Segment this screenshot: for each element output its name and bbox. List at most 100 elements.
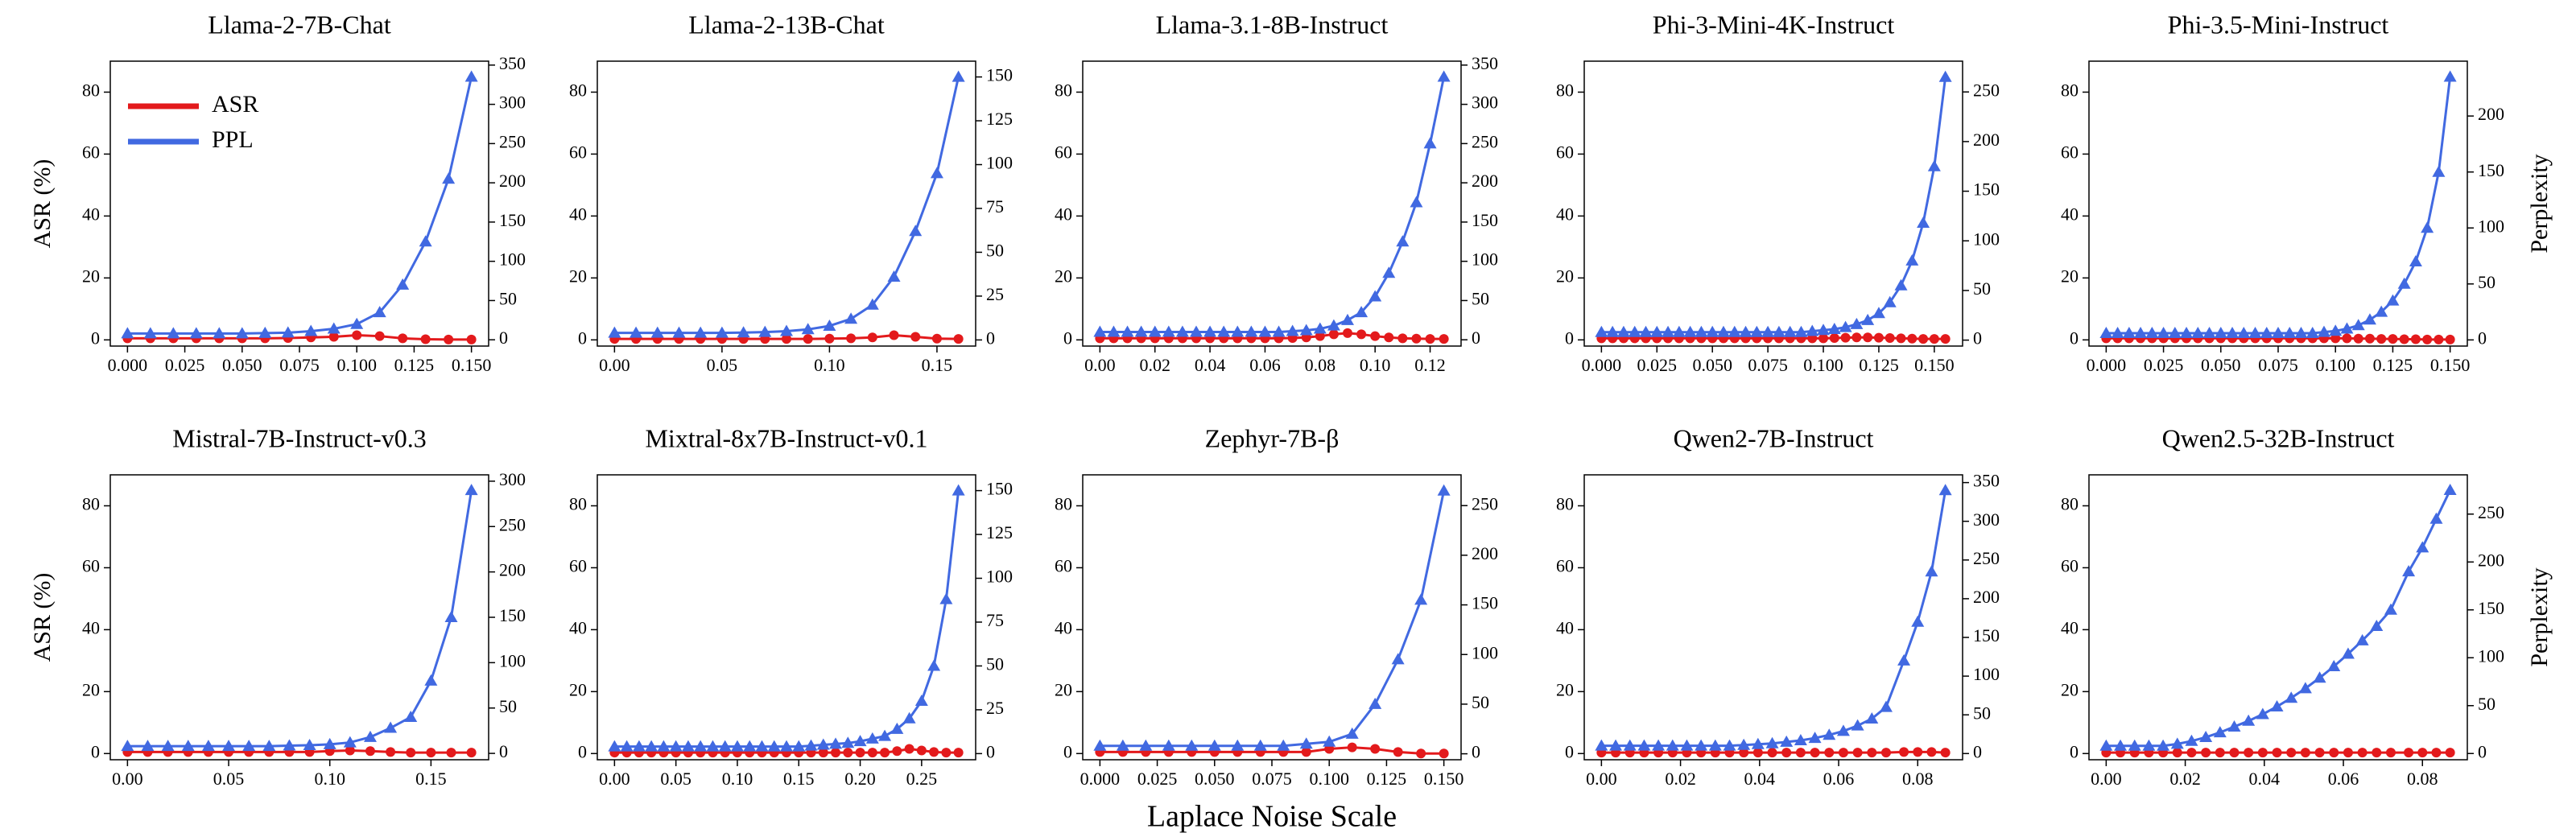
y-tick-label: 20 — [2061, 266, 2079, 286]
x-tick-label: 0.00 — [112, 769, 143, 789]
ppl-marker — [1827, 323, 1841, 335]
y2-tick-label: 50 — [1472, 692, 1489, 712]
y2-tick-label: 150 — [2478, 598, 2504, 618]
ppl-marker — [161, 740, 175, 752]
ppl-marker — [865, 298, 879, 310]
ppl-marker — [2443, 70, 2457, 82]
asr-marker — [2385, 748, 2396, 758]
ppl-marker — [1680, 739, 1694, 751]
ppl-marker — [1662, 325, 1675, 337]
ppl-marker — [909, 225, 923, 237]
y2-tick-label: 100 — [499, 249, 526, 270]
ppl-marker — [2351, 319, 2365, 331]
y-tick-label: 40 — [82, 617, 100, 637]
ppl-marker — [2170, 737, 2184, 749]
ppl-marker — [1368, 697, 1382, 709]
x-tick-label: 0.02 — [1665, 769, 1696, 789]
asr-marker — [1926, 747, 1937, 757]
ppl-marker — [1628, 325, 1641, 337]
x-tick-label: 0.02 — [2169, 769, 2201, 789]
asr-marker — [803, 334, 813, 344]
ppl-marker — [424, 674, 438, 686]
y2-tick-label: 0 — [1973, 328, 1982, 348]
asr-marker — [1752, 748, 1763, 758]
y2-tick-label: 150 — [1472, 593, 1498, 613]
ppl-marker — [2341, 647, 2355, 659]
x-tick-label: 0.08 — [1902, 769, 1934, 789]
ppl-marker — [1245, 325, 1258, 337]
ppl-marker — [1272, 325, 1286, 337]
ppl-marker — [2157, 739, 2170, 751]
asr-marker — [904, 744, 914, 754]
x-tick-label: 0.02 — [1139, 355, 1170, 375]
asr-marker — [365, 746, 375, 757]
chart-title: Mistral-7B-Instruct-v0.3 — [172, 423, 427, 452]
ppl-marker — [189, 327, 203, 339]
ppl-marker — [2114, 739, 2128, 751]
ppl-marker — [2168, 327, 2182, 339]
asr-marker — [2410, 334, 2421, 344]
y2-tick-label: 150 — [1472, 210, 1498, 230]
series-line — [2106, 76, 2452, 335]
asr-marker — [889, 330, 899, 340]
x-tick-label: 0.04 — [1195, 355, 1226, 375]
y2-tick-label: 150 — [499, 605, 526, 625]
x-tick-label: 0.05 — [213, 769, 245, 789]
y2-tick-label: 350 — [1472, 53, 1498, 73]
ppl-marker — [201, 740, 215, 752]
y2-tick-label: 50 — [2478, 272, 2496, 292]
ppl-marker — [2237, 327, 2251, 339]
y2-tick-label: 150 — [1973, 625, 2000, 645]
asr-marker — [2300, 748, 2310, 758]
ppl-marker — [1865, 712, 1879, 724]
asr-marker — [1840, 332, 1851, 343]
ppl-marker — [645, 740, 658, 752]
ppl-marker — [878, 729, 892, 741]
y2-tick-label: 150 — [1973, 179, 2000, 200]
asr-marker — [2445, 334, 2455, 344]
y2-tick-label: 200 — [499, 560, 526, 580]
y2-tick-label: 150 — [986, 65, 1013, 85]
ppl-marker — [1175, 325, 1189, 337]
x-tick-label: 0.100 — [1309, 769, 1349, 789]
asr-marker — [1940, 334, 1951, 344]
legend-label: ASR — [212, 91, 258, 118]
ppl-marker — [464, 484, 478, 496]
asr-marker — [466, 748, 477, 758]
ppl-marker — [887, 270, 901, 282]
ppl-marker — [1883, 295, 1897, 307]
series-line — [127, 748, 472, 754]
ppl-marker — [1121, 325, 1134, 337]
y-tick-label: 40 — [569, 204, 587, 224]
asr-marker — [1328, 329, 1339, 340]
ppl-marker — [2272, 327, 2285, 339]
asr-marker — [1873, 332, 1884, 343]
y-tick-label: 60 — [569, 555, 587, 575]
ppl-marker — [258, 326, 272, 338]
x-tick-label: 0.125 — [1859, 355, 1899, 375]
x-tick-label: 0.00 — [599, 355, 630, 375]
ppl-marker — [2180, 327, 2194, 339]
x-tick-label: 0.000 — [2087, 355, 2127, 375]
x-tick-label: 0.150 — [2430, 355, 2471, 375]
y2-tick-label: 0 — [986, 741, 995, 761]
asr-marker — [2376, 334, 2387, 344]
ppl-marker — [2375, 305, 2388, 317]
ppl-marker — [669, 740, 683, 752]
asr-marker — [1356, 329, 1367, 340]
y2-tick-label: 100 — [2478, 645, 2504, 666]
y2-tick-label: 25 — [986, 284, 1004, 304]
chart-title: Qwen2-7B-Instruct — [1674, 423, 1874, 452]
ppl-marker — [1808, 732, 1822, 744]
ppl-marker — [1368, 290, 1382, 302]
asr-marker — [328, 332, 339, 342]
y-tick-label: 60 — [1556, 142, 1574, 162]
ppl-marker — [2260, 327, 2273, 339]
ppl-marker — [2409, 254, 2422, 266]
ppl-marker — [816, 738, 830, 750]
ppl-marker — [1879, 700, 1893, 712]
y-tick-label: 80 — [82, 80, 100, 101]
ppl-marker — [2421, 221, 2434, 233]
y-tick-label: 40 — [569, 617, 587, 637]
